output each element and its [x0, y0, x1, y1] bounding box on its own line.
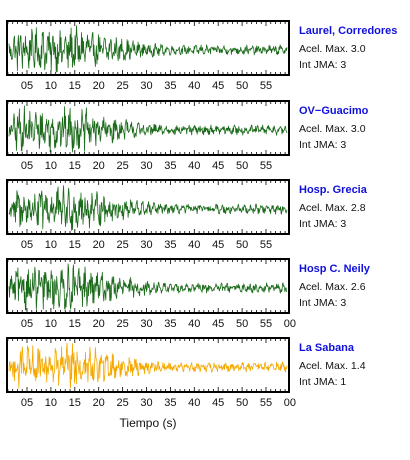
tick-label: 50: [236, 160, 248, 172]
tick-label: 50: [236, 397, 248, 409]
tick-label: 25: [116, 239, 128, 251]
panel-frame: [6, 100, 290, 156]
tick-label: 20: [93, 80, 105, 92]
waveform-trace: [8, 105, 288, 153]
panel-frame: [6, 258, 290, 314]
tick-label: 25: [116, 160, 128, 172]
panel-frame: [6, 20, 290, 76]
tick-label: 35: [164, 318, 176, 330]
jma-intensity-label: Int JMA: 1: [299, 376, 346, 388]
tick-label: 55: [260, 239, 272, 251]
tick-label: 15: [69, 80, 81, 92]
tick-label: 30: [140, 160, 152, 172]
tick-label: 20: [93, 160, 105, 172]
tick-label: 30: [140, 80, 152, 92]
tick-label: 40: [188, 80, 200, 92]
tick-label: 20: [93, 397, 105, 409]
x-axis-title: Tiempo (s): [120, 416, 177, 430]
panel-3: 05 10 15 20 25 30 35 40 45 50 55 00 Hosp C. Neily Ace…: [6, 258, 371, 330]
tick-label: 50: [236, 318, 248, 330]
jma-intensity-label: Int JMA: 3: [299, 297, 346, 309]
tick-label: 05: [21, 80, 33, 92]
tick-label: 25: [116, 397, 128, 409]
waveform-trace: [8, 25, 288, 73]
max-acceleration-label: Acel. Max. 3.0: [299, 43, 366, 55]
max-acceleration-label: Acel. Max. 2.6: [299, 281, 366, 293]
tick-label: 25: [116, 318, 128, 330]
waveform-trace: [8, 263, 288, 311]
station-name: Laurel, Corredores: [299, 25, 397, 37]
tick-label: 50: [236, 239, 248, 251]
tick-label: 40: [188, 318, 200, 330]
tick-label: 55: [260, 80, 272, 92]
tick-label: 35: [164, 160, 176, 172]
tick-label: 45: [212, 160, 224, 172]
panel-frame: [6, 337, 290, 393]
station-name: Hosp C. Neily: [299, 263, 371, 275]
tick-label: 10: [45, 80, 57, 92]
tick-label: 45: [212, 397, 224, 409]
station-name: Hosp. Grecia: [299, 184, 368, 196]
jma-intensity-label: Int JMA: 3: [299, 139, 346, 151]
max-acceleration-label: Acel. Max. 2.8: [299, 202, 366, 214]
tick-label: 15: [69, 160, 81, 172]
panel-ticks: [7, 21, 286, 75]
panel-0: 05 10 15 20 25 30 35 40 45 50 55 Laurel, Corredores…: [6, 20, 397, 92]
panel-ticks: [7, 180, 286, 234]
tick-label: 40: [188, 239, 200, 251]
tick-label: 05: [21, 239, 33, 251]
tick-label: 35: [164, 397, 176, 409]
tick-label: 15: [69, 239, 81, 251]
tick-label: 20: [93, 239, 105, 251]
tick-label: 55: [260, 318, 272, 330]
tick-label: 10: [45, 318, 57, 330]
panel-ticks: [7, 101, 286, 155]
waveform-trace: [8, 185, 288, 231]
tick-label: 20: [93, 318, 105, 330]
panel-ticks: [7, 338, 286, 392]
tick-label: 05: [21, 318, 33, 330]
tick-label: 40: [188, 397, 200, 409]
tick-label: 25: [116, 80, 128, 92]
tick-label: 00: [284, 318, 296, 330]
station-name: OV−Guacimo: [299, 105, 369, 117]
tick-label: 55: [260, 397, 272, 409]
panels-root: 05 10 15 20 25 30 35 40 45 50 55 Laurel, Corredores…: [6, 20, 397, 409]
tick-label: 00: [284, 397, 296, 409]
max-acceleration-label: Acel. Max. 1.4: [299, 360, 366, 372]
panel-frame: [6, 179, 290, 235]
tick-label: 40: [188, 160, 200, 172]
tick-label: 05: [21, 160, 33, 172]
tick-label: 45: [212, 239, 224, 251]
station-name: La Sabana: [299, 342, 355, 354]
tick-label: 30: [140, 239, 152, 251]
tick-label: 05: [21, 397, 33, 409]
tick-label: 10: [45, 160, 57, 172]
waveform-trace: [8, 342, 288, 389]
tick-label: 45: [212, 318, 224, 330]
tick-label: 35: [164, 239, 176, 251]
tick-label: 45: [212, 80, 224, 92]
tick-label: 10: [45, 397, 57, 409]
jma-intensity-label: Int JMA: 3: [299, 218, 346, 230]
tick-label: 15: [69, 397, 81, 409]
tick-label: 10: [45, 239, 57, 251]
tick-label: 50: [236, 80, 248, 92]
panel-2: 05 10 15 20 25 30 35 40 45 50 55 Hosp. Grecia Acel. …: [6, 179, 368, 251]
max-acceleration-label: Acel. Max. 3.0: [299, 123, 366, 135]
tick-label: 30: [140, 397, 152, 409]
tick-label: 55: [260, 160, 272, 172]
panel-1: 05 10 15 20 25 30 35 40 45 50 55 OV−Guacimo Acel. Ma…: [6, 100, 369, 172]
panel-4: 05 10 15 20 25 30 35 40 45 50 55 00 La Sabana Acel. M…: [6, 337, 366, 409]
panel-ticks: [7, 259, 286, 313]
jma-intensity-label: Int JMA: 3: [299, 59, 346, 71]
tick-label: 30: [140, 318, 152, 330]
tick-label: 15: [69, 318, 81, 330]
tick-label: 35: [164, 80, 176, 92]
